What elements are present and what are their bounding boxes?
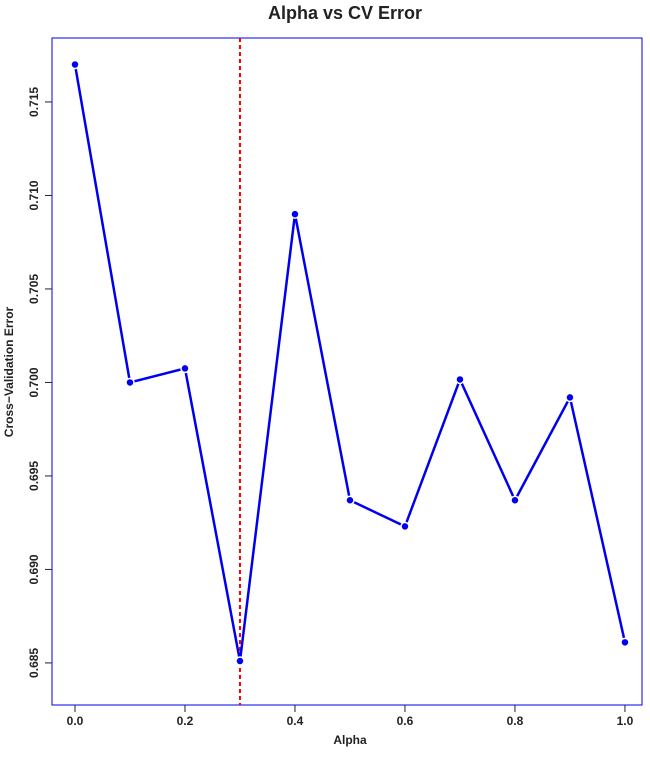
data-point: [565, 392, 575, 403]
series-line: [73, 64, 627, 662]
x-tick-label: 0.8: [507, 714, 524, 728]
data-point: [510, 495, 520, 505]
x-axis-label: Alpha: [333, 733, 367, 747]
x-tick-label: 0.2: [177, 714, 194, 728]
data-point: [620, 637, 630, 648]
chart-title: Alpha vs CV Error: [268, 3, 422, 23]
x-tick-label: 1.0: [617, 714, 634, 728]
x-tick-label: 0.0: [67, 714, 84, 728]
data-point: [400, 521, 410, 532]
data-point: [455, 374, 465, 385]
data-point: [345, 495, 355, 505]
data-point: [235, 656, 245, 666]
y-tick-label: 0.685: [27, 648, 41, 678]
y-tick-label: 0.705: [27, 274, 41, 304]
y-axis-label: Cross−Validation Error: [2, 306, 16, 437]
y-tick-label: 0.695: [27, 461, 41, 491]
y-tick-label: 0.710: [27, 180, 41, 210]
data-point: [70, 59, 80, 70]
y-tick-label: 0.700: [27, 367, 41, 397]
x-tick-label: 0.4: [287, 714, 304, 728]
data-point: [180, 363, 190, 374]
data-point: [125, 377, 135, 388]
y-tick-label: 0.690: [27, 554, 41, 584]
y-tick-label: 0.715: [27, 87, 41, 117]
plot-frame: [51, 37, 643, 706]
data-point: [290, 209, 300, 219]
x-tick-label: 0.6: [397, 714, 414, 728]
